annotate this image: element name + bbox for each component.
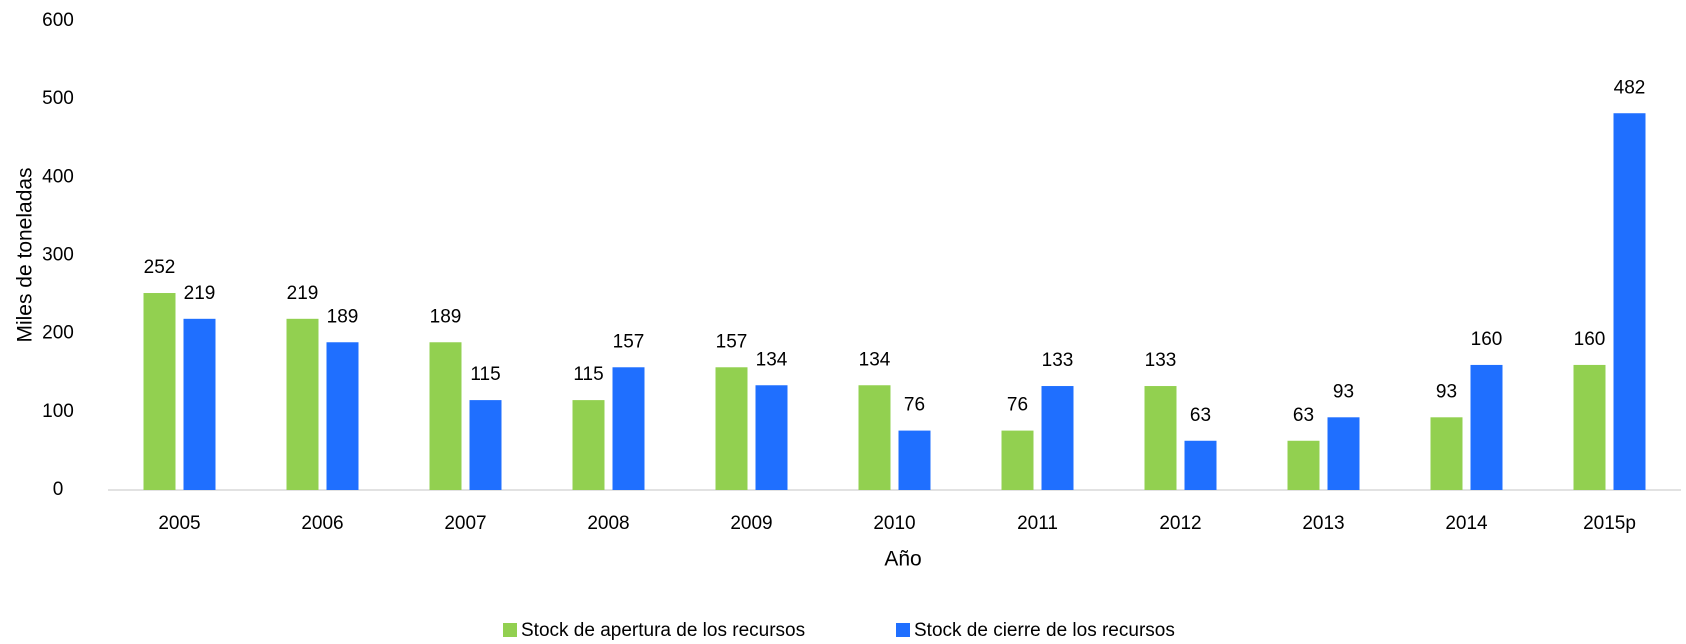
y-tick-label: 300 (42, 245, 74, 266)
legend-swatch (503, 623, 517, 637)
y-tick-label: 100 (42, 401, 74, 422)
y-tick-label: 400 (42, 166, 74, 187)
data-label: 76 (904, 395, 925, 416)
data-label: 189 (327, 306, 359, 327)
legend-label: Stock de cierre de los recursos (914, 620, 1175, 641)
data-label: 157 (613, 331, 645, 352)
data-label: 133 (1145, 350, 1177, 371)
bar (1327, 417, 1360, 490)
data-label: 157 (716, 331, 748, 352)
y-tick-label: 600 (42, 10, 74, 31)
bar (612, 367, 645, 490)
x-tick-label: 2013 (1302, 513, 1344, 534)
data-label: 482 (1614, 77, 1646, 98)
x-tick-label: 2005 (158, 513, 200, 534)
data-label: 134 (859, 349, 891, 370)
bar (858, 385, 891, 490)
x-axis-title: Año (884, 548, 921, 571)
x-tick-label: 2009 (730, 513, 772, 534)
bar (572, 400, 605, 490)
bar (286, 318, 319, 490)
bar (898, 430, 931, 490)
x-tick-label: 2015p (1583, 513, 1636, 534)
data-label: 63 (1190, 405, 1211, 426)
y-tick-label: 200 (42, 323, 74, 344)
y-tick-label: 500 (42, 88, 74, 109)
bar (1184, 440, 1217, 490)
data-label: 93 (1333, 381, 1354, 402)
data-label: 189 (430, 306, 462, 327)
data-label: 93 (1436, 381, 1457, 402)
x-tick-label: 2012 (1159, 513, 1201, 534)
bar (1001, 430, 1034, 490)
x-tick-label: 2010 (873, 513, 915, 534)
bar (1573, 364, 1606, 490)
data-label: 133 (1042, 350, 1074, 371)
data-label: 63 (1293, 405, 1314, 426)
bar (1470, 364, 1503, 490)
x-tick-label: 2011 (1017, 513, 1058, 534)
data-label: 134 (756, 349, 788, 370)
bar (326, 342, 359, 490)
bar (1287, 440, 1320, 490)
bar (469, 400, 502, 490)
data-label: 252 (144, 257, 176, 278)
legend-swatch (896, 623, 910, 637)
data-label: 115 (573, 364, 603, 385)
bar (1041, 386, 1074, 490)
bar (1430, 417, 1463, 490)
data-label: 76 (1007, 395, 1028, 416)
legend-label: Stock de apertura de los recursos (521, 620, 805, 641)
data-label: 219 (287, 283, 319, 304)
y-axis-title: Miles de toneladas (14, 167, 37, 342)
x-tick-label: 2008 (587, 513, 629, 534)
bar (1613, 113, 1646, 490)
data-label: 160 (1471, 329, 1503, 350)
data-label: 160 (1574, 329, 1606, 350)
bar (1144, 386, 1177, 490)
data-label: 115 (470, 364, 500, 385)
bar (715, 367, 748, 490)
x-tick-label: 2007 (444, 513, 486, 534)
bar (429, 342, 462, 490)
bar (755, 385, 788, 490)
bar (183, 318, 216, 490)
bar (143, 293, 176, 490)
y-tick-label: 0 (53, 479, 64, 500)
x-tick-label: 2014 (1445, 513, 1488, 534)
x-tick-label: 2006 (301, 513, 343, 534)
data-label: 219 (184, 283, 216, 304)
